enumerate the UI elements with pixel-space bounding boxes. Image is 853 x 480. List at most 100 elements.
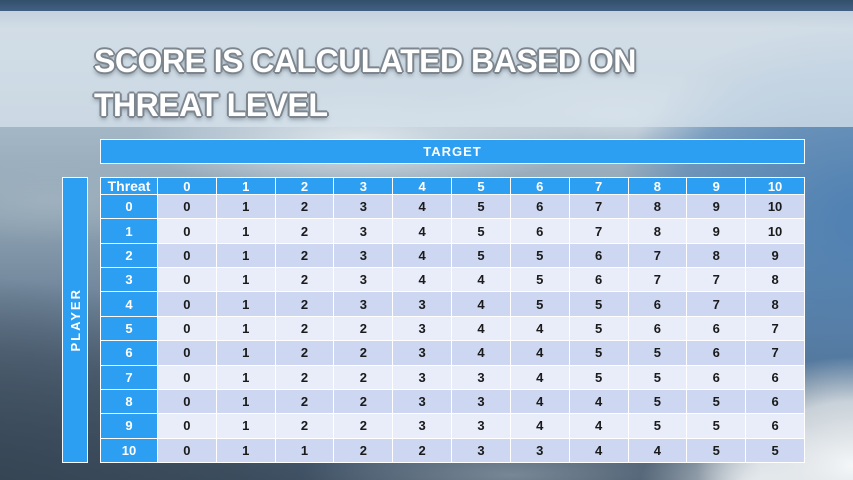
row-header-7: 7: [100, 364, 158, 390]
score-cell: 9: [686, 218, 747, 244]
score-cell: 9: [745, 242, 805, 269]
score-cell: 3: [451, 437, 511, 464]
score-cell: 1: [215, 340, 276, 366]
score-cell: 2: [274, 218, 335, 244]
score-cell: 2: [333, 315, 394, 342]
score-cell: 2: [274, 291, 335, 317]
title-line-2: THREAT LEVEL: [94, 87, 328, 123]
score-cell: 8: [745, 291, 805, 317]
target-axis-header: TARGET: [100, 139, 805, 164]
score-cell: 2: [274, 388, 335, 415]
score-cell: 1: [215, 218, 276, 244]
score-cell: 6: [627, 291, 688, 317]
score-cell: 5: [451, 193, 511, 220]
score-cell: 4: [451, 315, 511, 342]
score-cell: 2: [274, 267, 335, 293]
score-cell: 3: [333, 291, 394, 317]
score-cell: 1: [215, 315, 276, 342]
score-table-body: 0 0 1 2 3 4 5 6 7 8 9 10 1 0 1 2 3 4 5 6 7 8 9 10 2 0 1 2 3 4 5 5 6 7 8 9 3 0…: [100, 193, 805, 464]
score-cell: 2: [333, 413, 394, 439]
score-cell: 2: [392, 437, 453, 464]
score-cell: 4: [627, 437, 688, 464]
column-header-2: 2: [274, 177, 335, 195]
score-cell: 4: [451, 340, 511, 366]
score-cell: 0: [157, 315, 217, 342]
score-cell: 5: [451, 218, 511, 244]
score-matrix-table: Threat 0 1 2 3 4 5 6 7 8 9 10 0 0 1 2 3 4 5 6 7 8 9 10 1 0 1 2 3 4 5 6…: [100, 177, 805, 464]
row-header-3: 3: [100, 267, 158, 293]
score-cell: 1: [274, 437, 335, 464]
score-cell: 10: [745, 218, 805, 244]
score-cell: 4: [509, 413, 570, 439]
score-cell: 7: [745, 340, 805, 366]
score-cell: 4: [568, 437, 629, 464]
score-cell: 0: [157, 193, 217, 220]
score-cell: 7: [568, 193, 629, 220]
row-header-9: 9: [100, 413, 158, 439]
score-cell: 7: [627, 267, 688, 293]
score-cell: 3: [333, 218, 394, 244]
score-cell: 2: [274, 364, 335, 390]
score-cell: 0: [157, 218, 217, 244]
score-cell: 2: [333, 388, 394, 415]
column-header-7: 7: [568, 177, 629, 195]
score-cell: 5: [568, 340, 629, 366]
title-band: SCORE IS CALCULATED BASED ON THREAT LEVE…: [0, 11, 853, 127]
score-cell: 8: [627, 193, 688, 220]
player-axis-header: PLAYER: [62, 177, 88, 463]
column-header-10: 10: [745, 177, 805, 195]
score-cell: 4: [451, 291, 511, 317]
score-cell: 6: [568, 242, 629, 269]
table-row-1: 1 0 1 2 3 4 5 6 7 8 9 10: [100, 218, 805, 244]
score-cell: 6: [686, 364, 747, 390]
row-header-2: 2: [100, 242, 158, 269]
score-cell: 0: [157, 291, 217, 317]
table-row-10: 10 0 1 1 2 2 3 3 4 4 5 5: [100, 437, 805, 464]
score-cell: 6: [745, 388, 805, 415]
score-cell: 2: [274, 193, 335, 220]
score-cell: 3: [392, 315, 453, 342]
score-cell: 10: [745, 193, 805, 220]
slide-title: SCORE IS CALCULATED BASED ON THREAT LEVE…: [94, 39, 636, 127]
score-cell: 1: [215, 242, 276, 269]
score-cell: 3: [451, 413, 511, 439]
score-cell: 6: [509, 218, 570, 244]
score-cell: 0: [157, 364, 217, 390]
score-cell: 4: [451, 267, 511, 293]
score-cell: 1: [215, 193, 276, 220]
title-line-1: SCORE IS CALCULATED BASED ON: [94, 43, 636, 79]
score-cell: 5: [568, 315, 629, 342]
score-cell: 3: [392, 413, 453, 439]
score-cell: 3: [333, 193, 394, 220]
score-cell: 1: [215, 364, 276, 390]
score-cell: 0: [157, 437, 217, 464]
score-cell: 0: [157, 413, 217, 439]
score-cell: 1: [215, 291, 276, 317]
score-cell: 2: [274, 413, 335, 439]
score-cell: 7: [568, 218, 629, 244]
score-cell: 6: [686, 315, 747, 342]
score-cell: 4: [509, 388, 570, 415]
score-cell: 5: [627, 413, 688, 439]
score-cell: 3: [333, 267, 394, 293]
score-cell: 5: [627, 364, 688, 390]
score-cell: 2: [274, 315, 335, 342]
score-cell: 4: [509, 340, 570, 366]
score-cell: 4: [392, 267, 453, 293]
row-header-8: 8: [100, 388, 158, 415]
score-cell: 5: [509, 291, 570, 317]
score-cell: 2: [333, 364, 394, 390]
score-cell: 6: [745, 364, 805, 390]
score-cell: 1: [215, 267, 276, 293]
column-header-0: 0: [157, 177, 217, 195]
score-cell: 6: [568, 267, 629, 293]
player-axis-label: PLAYER: [67, 288, 83, 352]
score-cell: 3: [451, 388, 511, 415]
